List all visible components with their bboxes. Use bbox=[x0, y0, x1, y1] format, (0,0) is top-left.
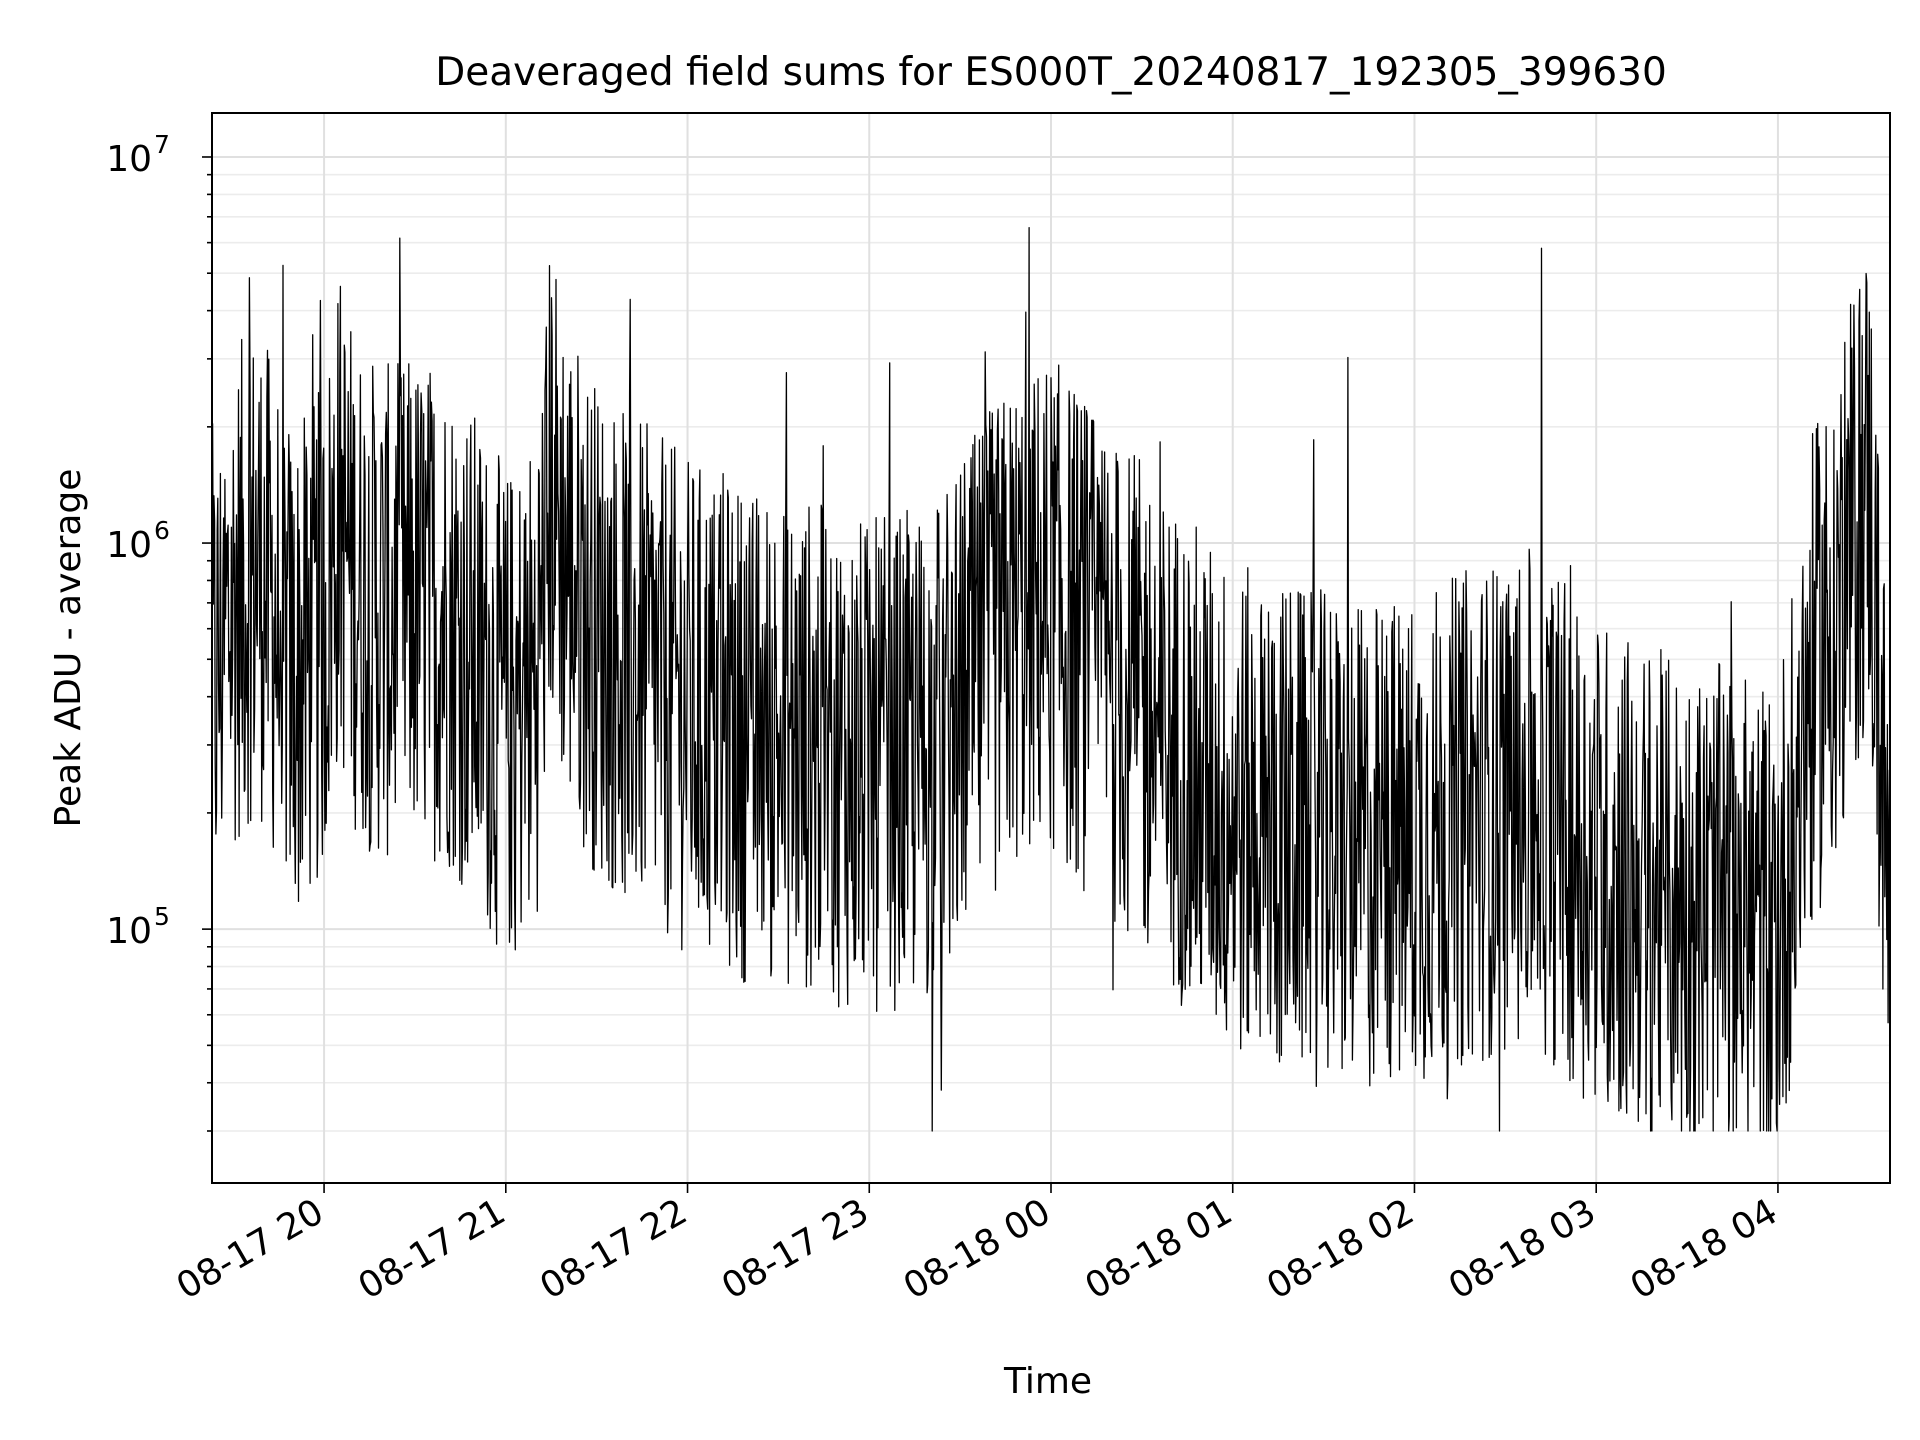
y-tick-exponent: 6 bbox=[154, 516, 170, 545]
x-tick-label: 08-18 02 bbox=[1260, 1191, 1421, 1307]
x-tick-label: 08-18 00 bbox=[897, 1191, 1058, 1307]
tick-marks bbox=[202, 156, 1779, 1193]
x-tick-label: 08-17 22 bbox=[533, 1191, 694, 1307]
series-line bbox=[211, 227, 1891, 1132]
y-tick-label: 10 bbox=[106, 139, 152, 180]
chart-title: Deaveraged field sums for ES000T_2024081… bbox=[435, 50, 1667, 95]
series-layer bbox=[211, 227, 1891, 1132]
x-tick-label: 08-17 20 bbox=[170, 1191, 331, 1307]
x-tick-label: 08-18 04 bbox=[1624, 1191, 1785, 1307]
x-tick-label: 08-17 23 bbox=[715, 1191, 876, 1307]
x-axis-label: Time bbox=[1003, 1361, 1092, 1402]
y-tick-exponent: 7 bbox=[154, 130, 170, 159]
x-tick-label: 08-17 21 bbox=[352, 1191, 513, 1307]
y-tick-label: 10 bbox=[106, 911, 152, 952]
y-tick-label: 10 bbox=[106, 525, 152, 566]
x-tick-label: 08-18 01 bbox=[1079, 1191, 1240, 1307]
x-tick-labels: 08-17 20 08-17 21 08-17 22 08-17 23 08-18 00… bbox=[170, 1191, 1785, 1307]
x-tick-label: 08-18 03 bbox=[1442, 1191, 1603, 1307]
y-tick-exponent: 5 bbox=[154, 902, 170, 931]
y-axis-label: Peak ADU - average bbox=[48, 469, 89, 828]
